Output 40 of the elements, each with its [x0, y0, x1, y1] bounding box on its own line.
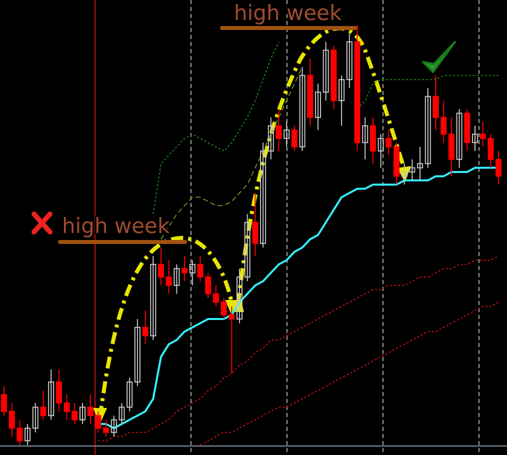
candlestick [244, 214, 250, 282]
candlestick [1, 386, 7, 416]
annotation: high week [234, 1, 342, 25]
candlestick [386, 130, 392, 156]
candlestick [299, 66, 306, 152]
candlestick [110, 415, 117, 438]
candlestick [378, 134, 384, 168]
candlestick [80, 402, 86, 424]
candlestick [260, 142, 266, 248]
candlestick [150, 256, 156, 340]
candlestick [456, 108, 462, 168]
candlestick [362, 116, 368, 160]
candlestick [268, 116, 274, 160]
candlestick [424, 88, 431, 168]
candlestick [472, 125, 478, 152]
candlestick [166, 260, 172, 294]
candlestick [142, 310, 148, 345]
candlestick [56, 368, 62, 412]
candlestick [158, 247, 164, 286]
candlestick [236, 268, 242, 324]
candlestick [252, 192, 258, 256]
candlestick [174, 264, 180, 294]
candlestick [346, 32, 352, 88]
candlestick [315, 83, 321, 130]
candlestick [103, 419, 110, 438]
candlestick [32, 402, 38, 433]
candlestick [24, 424, 31, 446]
candlestick [322, 41, 329, 102]
candlestick [40, 390, 46, 420]
candlestick [284, 121, 290, 148]
candlestick [212, 284, 219, 307]
candlestick [182, 256, 188, 282]
candlestick [338, 74, 345, 126]
candlestick [291, 125, 298, 152]
candlestick [417, 146, 424, 181]
candlestick [134, 318, 140, 387]
candlestick [189, 260, 196, 286]
candlestick [496, 150, 502, 186]
candlestick [48, 368, 54, 420]
candlestick [276, 108, 282, 152]
